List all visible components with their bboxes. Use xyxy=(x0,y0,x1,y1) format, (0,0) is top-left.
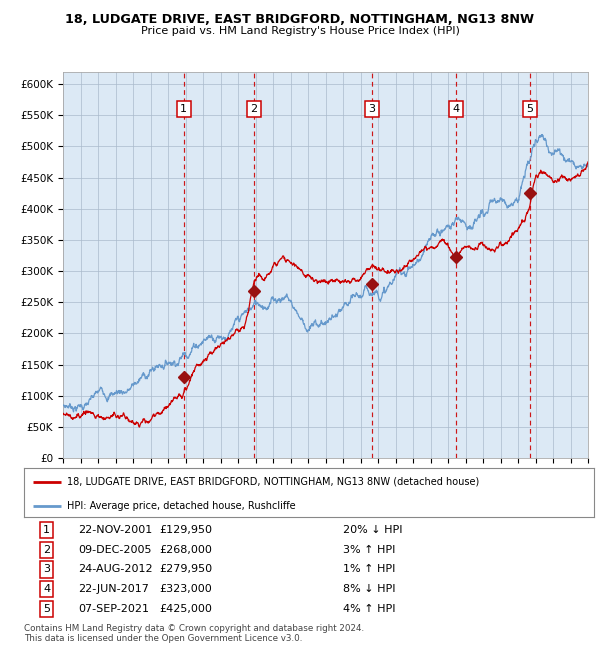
Text: 3: 3 xyxy=(368,104,376,114)
Text: 20% ↓ HPI: 20% ↓ HPI xyxy=(343,525,403,535)
Text: 8% ↓ HPI: 8% ↓ HPI xyxy=(343,584,396,594)
Text: £279,950: £279,950 xyxy=(159,564,212,575)
Text: 1% ↑ HPI: 1% ↑ HPI xyxy=(343,564,395,575)
Text: 18, LUDGATE DRIVE, EAST BRIDGFORD, NOTTINGHAM, NG13 8NW (detached house): 18, LUDGATE DRIVE, EAST BRIDGFORD, NOTTI… xyxy=(67,476,479,487)
Text: 07-SEP-2021: 07-SEP-2021 xyxy=(78,604,149,614)
Text: 4: 4 xyxy=(452,104,460,114)
Text: 4% ↑ HPI: 4% ↑ HPI xyxy=(343,604,396,614)
Text: Price paid vs. HM Land Registry's House Price Index (HPI): Price paid vs. HM Land Registry's House … xyxy=(140,26,460,36)
Text: 5: 5 xyxy=(526,104,533,114)
Text: 22-JUN-2017: 22-JUN-2017 xyxy=(78,584,149,594)
Text: £323,000: £323,000 xyxy=(160,584,212,594)
Text: 3% ↑ HPI: 3% ↑ HPI xyxy=(343,545,395,554)
Text: 1: 1 xyxy=(43,525,50,535)
Text: 4: 4 xyxy=(43,584,50,594)
Text: Contains HM Land Registry data © Crown copyright and database right 2024.
This d: Contains HM Land Registry data © Crown c… xyxy=(24,624,364,644)
Text: 18, LUDGATE DRIVE, EAST BRIDGFORD, NOTTINGHAM, NG13 8NW: 18, LUDGATE DRIVE, EAST BRIDGFORD, NOTTI… xyxy=(65,13,535,26)
Text: HPI: Average price, detached house, Rushcliffe: HPI: Average price, detached house, Rush… xyxy=(67,501,295,511)
Text: 3: 3 xyxy=(43,564,50,575)
Text: £268,000: £268,000 xyxy=(159,545,212,554)
Text: 24-AUG-2012: 24-AUG-2012 xyxy=(78,564,153,575)
Text: 09-DEC-2005: 09-DEC-2005 xyxy=(78,545,152,554)
Text: 5: 5 xyxy=(43,604,50,614)
Text: 2: 2 xyxy=(251,104,257,114)
Text: £425,000: £425,000 xyxy=(159,604,212,614)
Text: 22-NOV-2001: 22-NOV-2001 xyxy=(78,525,152,535)
Text: 1: 1 xyxy=(180,104,187,114)
Text: £129,950: £129,950 xyxy=(159,525,212,535)
Text: 2: 2 xyxy=(43,545,50,554)
